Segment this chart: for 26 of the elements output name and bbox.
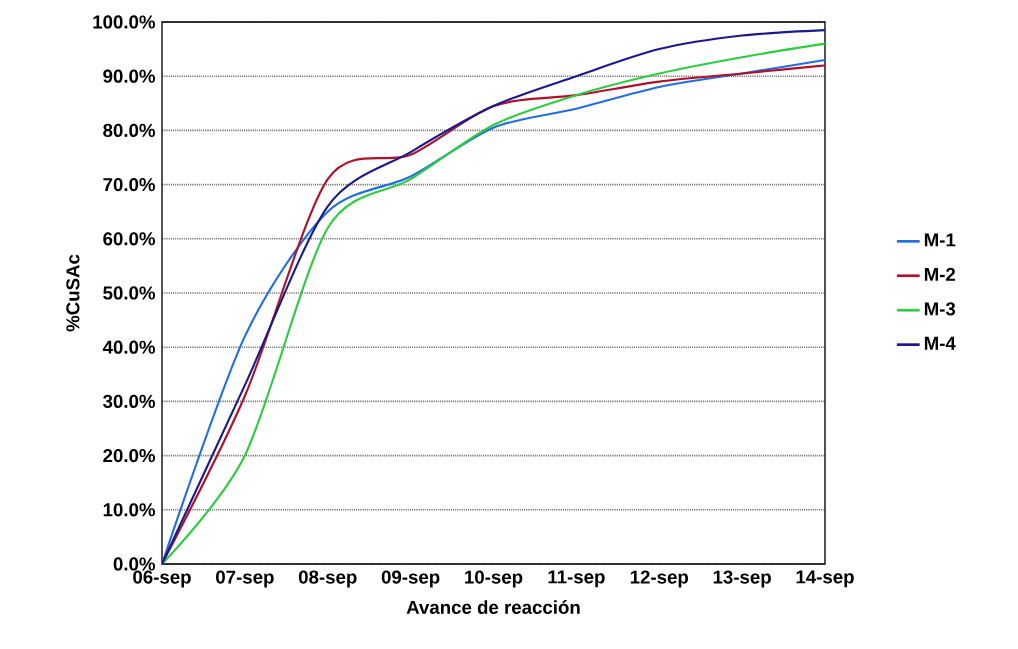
y-tick-label: 40.0% bbox=[102, 340, 156, 354]
x-tick-label: 12-sep bbox=[630, 570, 689, 588]
y-tick-label: 30.0% bbox=[103, 394, 156, 409]
y-tick-label: 0.0% bbox=[113, 557, 156, 571]
y-tick-label: 60.0% bbox=[103, 232, 156, 246]
y-tick-label: 20.0% bbox=[103, 448, 156, 463]
legend-label: M-4 bbox=[924, 336, 956, 350]
x-tick-label: 14-sep bbox=[796, 570, 854, 588]
y-tick-label: 80.0% bbox=[103, 123, 156, 137]
x-tick-label: 13-sep bbox=[713, 570, 771, 588]
x-tick-label: 11-sep bbox=[548, 570, 605, 588]
y-tick-label: 10.0% bbox=[103, 503, 156, 517]
x-tick-label: 08-sep bbox=[298, 570, 357, 588]
legend-label: M-2 bbox=[924, 267, 956, 281]
y-tick-label: 50.0% bbox=[103, 286, 156, 300]
legend-label: M-1 bbox=[924, 233, 956, 247]
y-axis-title: %CuSAc bbox=[66, 254, 80, 332]
x-tick-label: 07-sep bbox=[216, 570, 274, 588]
x-tick-label: 06-sep bbox=[133, 570, 191, 588]
legend-label: M-3 bbox=[924, 302, 956, 316]
y-tick-label: 70.0% bbox=[103, 177, 156, 192]
y-tick-label: 100.0% bbox=[93, 15, 156, 29]
x-tick-label: 10-sep bbox=[465, 570, 523, 588]
x-axis-title: Avance de reacción bbox=[406, 600, 580, 614]
x-tick-label: 09-sep bbox=[381, 570, 440, 588]
y-tick-label: 90.0% bbox=[103, 69, 156, 83]
